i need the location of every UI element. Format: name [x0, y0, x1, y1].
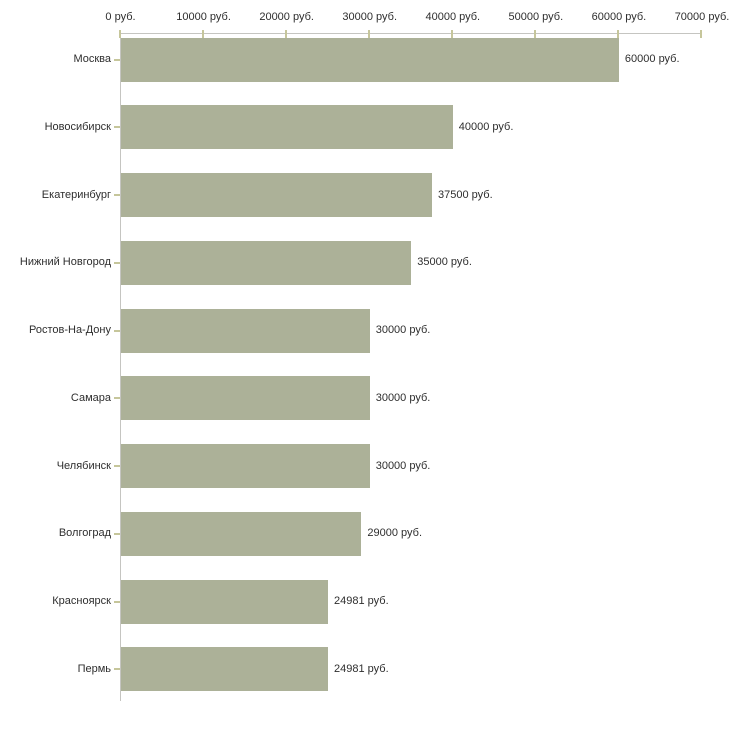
y-axis-line	[119, 33, 121, 701]
value-label: 37500 руб.	[438, 188, 493, 201]
bar	[120, 647, 329, 692]
bar	[120, 376, 370, 421]
y-axis-tick-mark	[113, 58, 120, 61]
x-axis-tick-mark	[700, 29, 702, 38]
value-label: 30000 руб.	[375, 459, 431, 472]
x-axis-tick-mark	[616, 29, 619, 38]
y-axis-tick-mark	[113, 126, 120, 129]
value-label: 24981 руб.	[334, 662, 389, 675]
bar	[120, 308, 370, 353]
y-axis-tick-mark	[113, 532, 120, 535]
x-axis-tick-label: 70000 руб.	[674, 11, 730, 23]
x-axis-tick-label: 60000 руб.	[591, 11, 647, 23]
x-axis-tick-mark	[367, 29, 370, 38]
bar	[120, 173, 433, 217]
value-label: 30000 руб.	[375, 324, 431, 336]
x-axis-tick-mark	[118, 29, 121, 38]
y-axis-tick-mark	[113, 600, 120, 603]
bar	[120, 240, 412, 285]
value-label: 24981 руб.	[334, 595, 389, 607]
x-axis-tick-label: 20000 руб.	[259, 11, 314, 23]
y-axis-tick-mark	[113, 261, 120, 264]
x-axis-tick-label: 10000 руб.	[176, 11, 231, 23]
value-label: 30000 руб.	[375, 391, 431, 404]
x-axis-line	[119, 33, 702, 34]
x-axis-tick-label: 40000 руб.	[425, 11, 481, 23]
y-axis-tick-mark	[113, 397, 120, 400]
bar	[120, 105, 453, 150]
y-axis-tick-mark	[113, 668, 120, 671]
value-label: 60000 руб.	[624, 53, 680, 65]
category-label: Москва	[73, 53, 111, 65]
category-label: Красноярск	[52, 595, 111, 607]
bar	[120, 511, 362, 556]
bar	[120, 579, 329, 624]
x-axis-tick-label: 0 руб.	[105, 11, 136, 23]
category-label: Волгоград	[58, 527, 111, 540]
category-label: Екатеринбург	[41, 188, 111, 201]
y-axis-tick-mark	[113, 194, 120, 196]
category-label: Самара	[70, 391, 111, 404]
x-axis-tick-mark	[201, 29, 204, 38]
bar	[120, 37, 619, 82]
value-label: 29000 руб.	[367, 527, 423, 540]
category-label: Пермь	[77, 662, 111, 675]
value-label: 40000 руб.	[458, 120, 514, 133]
category-label: Челябинск	[56, 459, 111, 472]
category-label: Ростов-На-Дону	[28, 324, 111, 336]
x-axis-tick-mark	[284, 29, 287, 38]
category-label: Нижний Новгород	[19, 256, 111, 269]
y-axis-tick-mark	[113, 465, 120, 467]
x-axis-tick-label: 30000 руб.	[342, 11, 398, 23]
value-label: 35000 руб.	[417, 256, 472, 269]
category-label: Новосибирск	[44, 120, 111, 133]
x-axis-tick-mark	[533, 29, 536, 38]
bar	[120, 444, 370, 488]
y-axis-tick-mark	[113, 329, 120, 332]
x-axis-tick-label: 50000 руб.	[508, 11, 564, 23]
x-axis-tick-mark	[450, 29, 453, 38]
